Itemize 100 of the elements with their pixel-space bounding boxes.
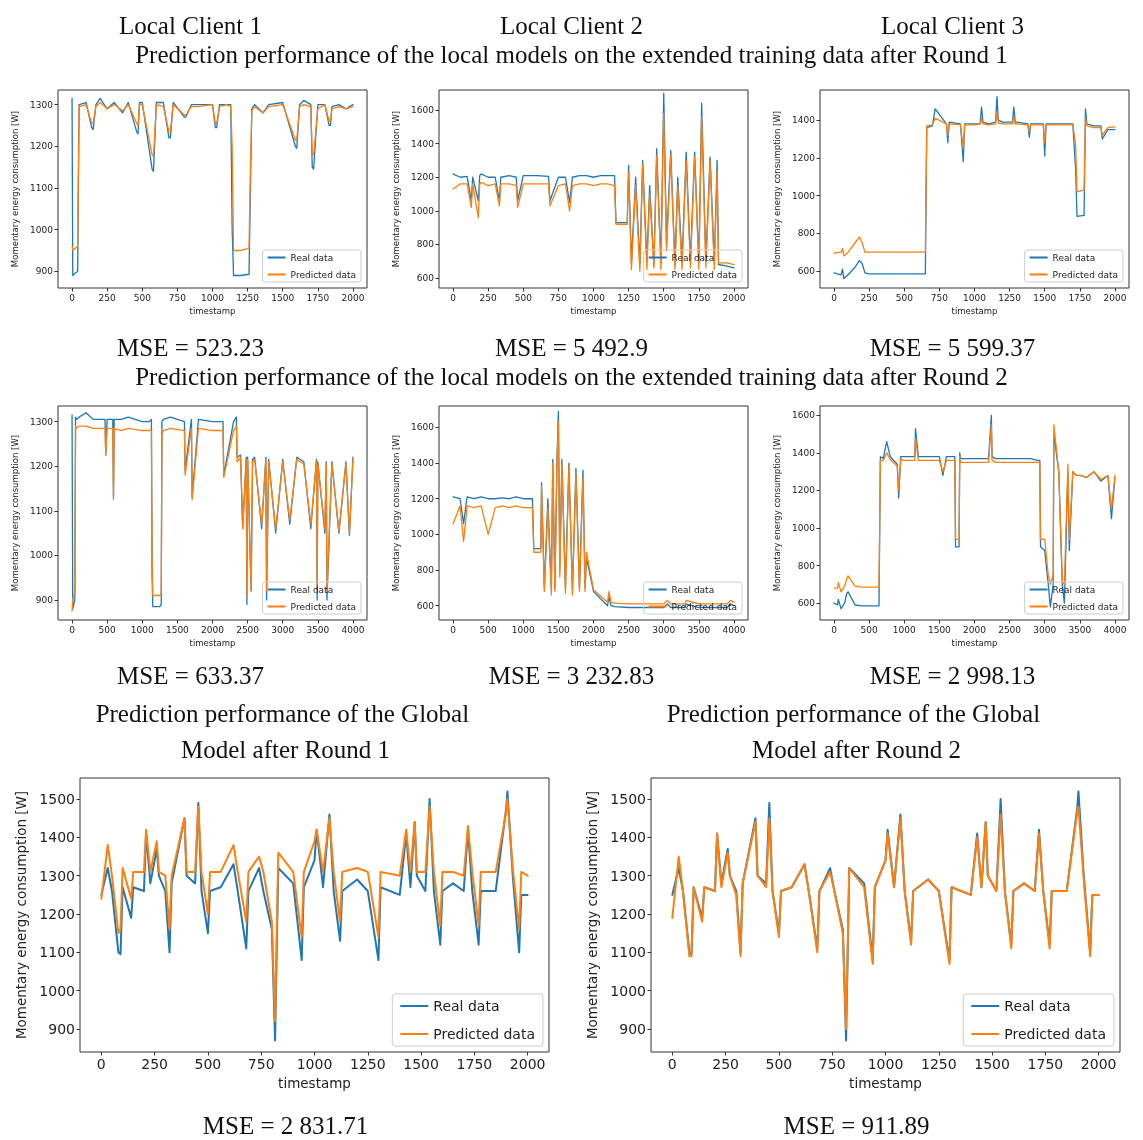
y-tick-label: 800 (797, 228, 816, 239)
x-tick-label: 1250 (236, 292, 260, 303)
x-tick-label: 2000 (582, 624, 606, 635)
y-axis-title: Momentary energy consumption [W] (390, 110, 401, 268)
legend-label: Predicted data (1004, 1026, 1107, 1042)
x-axis-title: timestamp (849, 1075, 922, 1091)
y-tick-label: 1600 (792, 410, 816, 421)
x-tick-label: 1500 (974, 1056, 1010, 1072)
y-tick-label: 600 (797, 598, 816, 609)
x-tick-label: 0 (667, 1056, 677, 1072)
y-tick-label: 900 (35, 266, 54, 277)
y-tick-label: 1400 (411, 138, 435, 149)
y-tick-label: 1200 (411, 493, 435, 504)
x-tick-label: 1750 (1027, 1056, 1064, 1072)
y-tick-label: 1300 (610, 867, 646, 884)
y-axis-title: Momentary energy consumption [W] (771, 110, 782, 268)
y-tick-label: 800 (416, 565, 435, 576)
legend-label: Predicted data (1052, 269, 1119, 280)
y-tick-label: 900 (35, 594, 54, 605)
x-tick-label: 750 (247, 1056, 275, 1072)
x-tick-label: 4000 (1103, 624, 1127, 635)
y-tick-label: 900 (619, 1021, 646, 1038)
y-tick-label: 1600 (411, 422, 435, 433)
x-tick-label: 500 (98, 624, 117, 635)
legend-label: Predicted data (1052, 601, 1119, 612)
x-tick-label: 2000 (1080, 1056, 1117, 1072)
chart-title: Prediction performance of the Global Model after Round 2 (666, 699, 1047, 763)
text: MSE = 911.89 (783, 1112, 930, 1139)
x-tick-label: 250 (712, 1056, 739, 1072)
x-tick-label: 0 (831, 292, 838, 303)
x-tick-label: 2000 (1103, 292, 1127, 303)
x-tick-label: 250 (141, 1056, 168, 1072)
x-tick-label: 1000 (867, 1056, 904, 1072)
x-tick-label: 1000 (582, 292, 606, 303)
y-tick-label: 1500 (39, 791, 75, 808)
x-tick-label: 1750 (687, 292, 711, 303)
y-axis-title: Momentary energy consumption [W] (9, 110, 20, 268)
x-tick-label: 2500 (617, 624, 641, 635)
legend-label: Real data (1052, 252, 1096, 263)
x-tick-label: 1250 (998, 292, 1022, 303)
x-tick-label: 3000 (652, 624, 676, 635)
y-axis-title: Momentary energy consumption [W] (13, 790, 29, 1040)
y-tick-label: 1200 (610, 906, 646, 923)
x-axis-title: timestamp (951, 638, 998, 649)
y-tick-label: 1200 (792, 485, 816, 496)
x-tick-label: 3500 (1068, 624, 1092, 635)
y-tick-label: 1100 (610, 944, 646, 961)
x-tick-label: 3500 (306, 624, 330, 635)
legend-label: Real data (290, 252, 334, 263)
x-axis-title: timestamp (189, 638, 236, 649)
legend-label: Predicted data (433, 1026, 536, 1042)
y-axis-title: Momentary energy consumption [W] (9, 434, 20, 592)
y-tick-label: 1000 (411, 205, 435, 216)
x-axis-title: timestamp (570, 638, 617, 649)
text: MSE = 3 232.83 (488, 662, 655, 689)
y-tick-label: 1300 (39, 867, 75, 884)
x-tick-label: 2000 (722, 292, 746, 303)
legend-label: Predicted data (290, 269, 357, 280)
text: MSE = 2 831.71 (202, 1112, 369, 1139)
x-tick-label: 1500 (927, 624, 952, 635)
x-tick-label: 2000 (341, 292, 365, 303)
y-tick-label: 1000 (39, 982, 75, 999)
x-tick-label: 750 (168, 292, 187, 303)
y-tick-label: 1000 (30, 550, 54, 561)
y-tick-label: 900 (48, 1021, 75, 1038)
y-axis-title: Momentary energy consumption [W] (584, 790, 600, 1040)
x-tick-label: 0 (96, 1056, 106, 1072)
x-tick-label: 1250 (617, 292, 641, 303)
y-tick-label: 1200 (411, 172, 435, 183)
y-tick-label: 1200 (30, 461, 54, 472)
legend-label: Predicted data (290, 601, 357, 612)
x-tick-label: 500 (194, 1056, 222, 1072)
y-tick-label: 1000 (411, 529, 435, 540)
x-tick-label: 750 (818, 1056, 846, 1072)
y-tick-label: 1300 (30, 416, 54, 427)
chart-title: Local Client 3 (880, 11, 1025, 39)
x-tick-label: 4000 (341, 624, 365, 635)
x-tick-label: 1000 (130, 624, 154, 635)
x-tick-label: 0 (450, 624, 457, 635)
legend-label: Real data (433, 998, 500, 1014)
x-tick-label: 250 (860, 292, 879, 303)
x-tick-label: 1750 (306, 292, 330, 303)
y-tick-label: 1100 (30, 182, 54, 193)
x-tick-label: 1500 (1033, 292, 1057, 303)
x-tick-label: 0 (69, 292, 76, 303)
y-tick-label: 1200 (792, 152, 816, 163)
x-tick-label: 500 (479, 624, 498, 635)
legend-label: Real data (1004, 998, 1071, 1014)
y-tick-label: 1000 (792, 523, 816, 534)
x-tick-label: 750 (549, 292, 568, 303)
x-tick-label: 1000 (963, 292, 987, 303)
x-tick-label: 500 (133, 292, 152, 303)
y-tick-label: 600 (416, 600, 435, 611)
y-axis-title: Momentary energy consumption [W] (390, 434, 401, 592)
x-tick-label: 500 (860, 624, 879, 635)
text: MSE = 5 492.9 (495, 334, 649, 361)
y-tick-label: 1100 (30, 505, 54, 516)
text: MSE = 2 998.13 (869, 662, 1036, 689)
x-axis-title: timestamp (951, 306, 998, 317)
x-tick-label: 500 (765, 1056, 793, 1072)
